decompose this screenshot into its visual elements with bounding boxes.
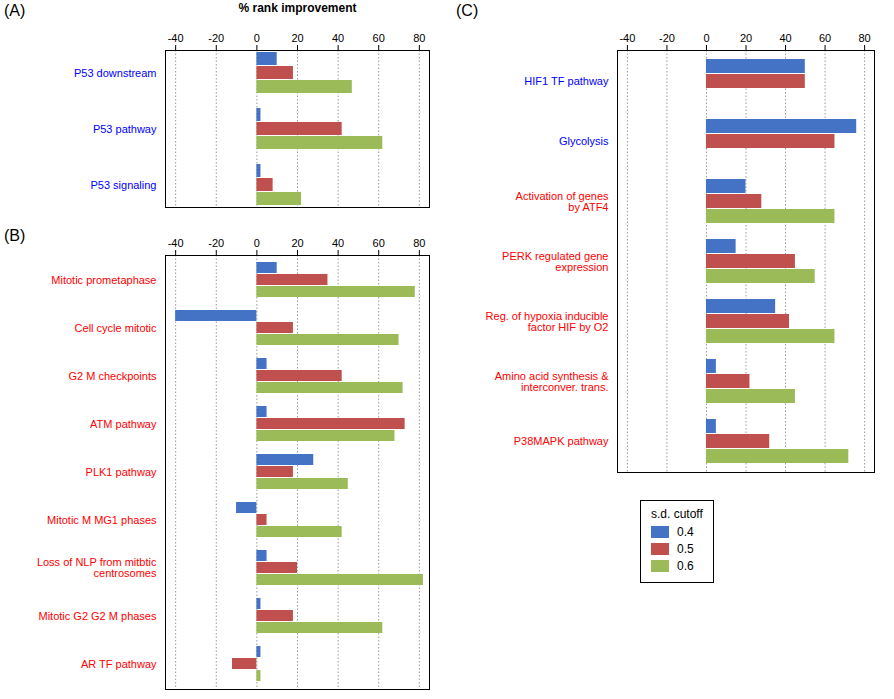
- svg-text:Loss of NLP from mitbticcentro: Loss of NLP from mitbticcentrosomes: [37, 556, 157, 579]
- svg-text:40: 40: [332, 237, 344, 249]
- svg-text:-40: -40: [168, 237, 184, 249]
- svg-text:Mitotic M MG1 phases: Mitotic M MG1 phases: [47, 514, 157, 526]
- svg-text:20: 20: [291, 237, 303, 249]
- svg-text:Glycolysis: Glycolysis: [559, 135, 609, 147]
- svg-text:Amino acid synthesis &intercon: Amino acid synthesis &interconver. trans…: [495, 370, 609, 393]
- svg-text:0: 0: [703, 32, 709, 44]
- svg-text:ATM pathway: ATM pathway: [90, 418, 157, 430]
- svg-text:P53 signaling: P53 signaling: [90, 179, 156, 191]
- svg-text:-20: -20: [659, 32, 675, 44]
- svg-text:-40: -40: [168, 32, 184, 44]
- html-text:s.d. cutoff: s.d. cutoff: [651, 507, 703, 521]
- svg-text:40: 40: [779, 32, 791, 44]
- html-text:0.5: 0.5: [677, 542, 694, 556]
- svg-text:G2 M checkpoints: G2 M checkpoints: [68, 370, 157, 382]
- svg-text:80: 80: [413, 237, 425, 249]
- svg-text:40: 40: [332, 32, 344, 44]
- svg-text:80: 80: [413, 32, 425, 44]
- html-text:(B): (B): [4, 227, 26, 244]
- html-text:0.6: 0.6: [677, 559, 694, 573]
- svg-text:PLK1 pathway: PLK1 pathway: [86, 466, 157, 478]
- svg-text:-20: -20: [208, 32, 224, 44]
- svg-text:0: 0: [254, 237, 260, 249]
- svg-text:HIF1 TF pathway: HIF1 TF pathway: [524, 75, 609, 87]
- svg-text:-20: -20: [208, 237, 224, 249]
- svg-text:AR TF pathway: AR TF pathway: [81, 658, 157, 670]
- svg-text:80: 80: [858, 32, 870, 44]
- svg-text:20: 20: [740, 32, 752, 44]
- svg-text:20: 20: [291, 32, 303, 44]
- svg-text:Mitotic prometaphase: Mitotic prometaphase: [51, 274, 156, 286]
- svg-text:60: 60: [373, 32, 385, 44]
- svg-text:-40: -40: [619, 32, 635, 44]
- svg-text:Mitotic G2 G2 M phases: Mitotic G2 G2 M phases: [39, 610, 157, 622]
- svg-text:60: 60: [819, 32, 831, 44]
- svg-text:60: 60: [373, 237, 385, 249]
- svg-text:P38MAPK pathway: P38MAPK pathway: [514, 435, 609, 447]
- html-text:0.4: 0.4: [677, 525, 694, 539]
- svg-text:Reg. of hypoxia induciblefacto: Reg. of hypoxia induciblefactor HIF by O…: [486, 310, 609, 333]
- svg-text:P53 pathway: P53 pathway: [93, 123, 157, 135]
- svg-text:0: 0: [254, 32, 260, 44]
- svg-text:% rank improvement: % rank improvement: [238, 1, 356, 15]
- svg-text:Cell cycle mitotic: Cell cycle mitotic: [75, 322, 157, 334]
- svg-text:P53 downstream: P53 downstream: [74, 67, 157, 79]
- html-text:(A): (A): [4, 2, 26, 19]
- svg-text:Activation of genesby ATF4: Activation of genesby ATF4: [516, 190, 609, 213]
- svg-text:PERK regulated geneexpression: PERK regulated geneexpression: [502, 250, 608, 273]
- html-text:(C): (C): [456, 2, 479, 19]
